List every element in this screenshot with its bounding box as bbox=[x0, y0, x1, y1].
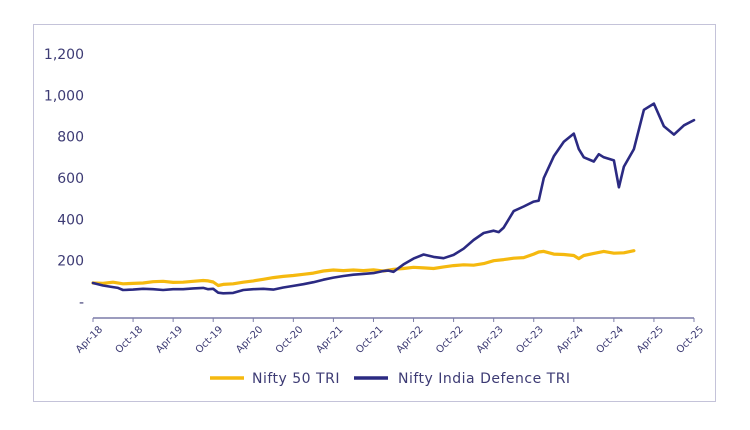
x-tick-label: Apr-25 bbox=[635, 324, 666, 355]
y-tick-label: 200 bbox=[57, 254, 84, 270]
legend-label-nifty50: Nifty 50 TRI bbox=[252, 371, 340, 387]
y-tick-label: 800 bbox=[57, 130, 84, 146]
x-tick-label: Oct-23 bbox=[514, 324, 546, 356]
series-line-nifty50 bbox=[91, 249, 636, 288]
y-tick-label: 400 bbox=[57, 212, 84, 228]
series-line-defence bbox=[91, 102, 696, 295]
legend: Nifty 50 TRI Nifty India Defence TRI bbox=[210, 371, 571, 387]
x-tick-label: Apr-24 bbox=[555, 324, 586, 355]
x-axis: Apr-18 Oct-18 Apr-19 Oct-19 Apr-20 Oct-20 Apr-… bbox=[74, 317, 707, 356]
x-tick-label: Apr-19 bbox=[154, 324, 185, 355]
y-axis: - 200 400 600 800 1,000 1,200 bbox=[44, 47, 84, 311]
legend-label-defence: Nifty India Defence TRI bbox=[398, 371, 571, 387]
x-tick-label: Apr-21 bbox=[314, 324, 345, 355]
y-tick-label: 1,200 bbox=[44, 47, 84, 63]
x-tick-label: Apr-23 bbox=[475, 324, 506, 355]
x-tick-label: Oct-22 bbox=[434, 324, 466, 356]
y-tick-label: 1,000 bbox=[44, 88, 84, 104]
x-tick-label: Oct-24 bbox=[594, 324, 626, 356]
x-tick-label: Apr-18 bbox=[74, 324, 105, 355]
x-tick-label: Oct-19 bbox=[194, 324, 226, 356]
y-tick-label: - bbox=[79, 295, 84, 311]
x-tick-label: Oct-21 bbox=[354, 324, 386, 356]
x-tick-label: Apr-20 bbox=[234, 324, 265, 355]
chart-frame bbox=[33, 24, 716, 402]
x-tick-label: Oct-20 bbox=[274, 324, 306, 356]
x-tick-label: Apr-22 bbox=[395, 324, 426, 355]
x-tick-label: Oct-25 bbox=[675, 324, 707, 356]
y-tick-label: 600 bbox=[57, 171, 84, 187]
series-group bbox=[91, 102, 696, 295]
x-tick-label: Oct-18 bbox=[114, 324, 146, 356]
